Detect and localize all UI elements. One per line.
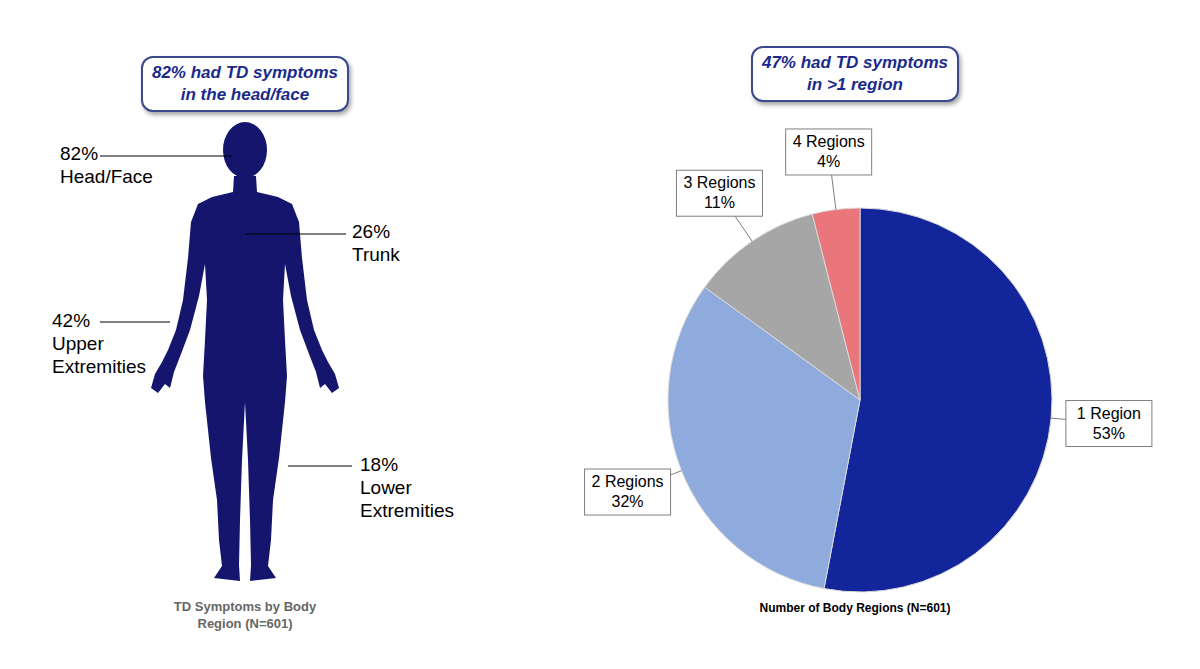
svg-text:32%: 32% [612, 493, 644, 510]
svg-text:4 Regions: 4 Regions [793, 133, 865, 150]
html-text:18%: 18% [360, 454, 398, 475]
svg-text:4%: 4% [817, 153, 840, 170]
html-text:Head/Face: Head/Face [60, 166, 153, 187]
svg-text:11%: 11% [704, 194, 735, 211]
html-text:42%: 42% [52, 310, 90, 331]
svg-text:1 Region: 1 Region [1077, 405, 1141, 422]
svg-text:53%: 53% [1093, 425, 1125, 442]
svg-text:3 Regions: 3 Regions [683, 174, 755, 191]
html-text:Lower Extremities: Lower Extremities [360, 477, 454, 521]
html-text:47% had TD symptoms in >1 regi: 47% had TD symptoms in >1 region [761, 53, 948, 94]
html-text:82%: 82% [60, 143, 98, 164]
html-text:TD Symptoms by Body Region (N=: TD Symptoms by Body Region (N=601) [173, 599, 317, 631]
html-text:26%: 26% [352, 221, 390, 242]
html-text:82% had TD symptoms in the hea: 82% had TD symptoms in the head/face [151, 63, 338, 104]
html-text:Trunk: Trunk [352, 244, 400, 265]
html-text:Upper Extremities: Upper Extremities [52, 333, 146, 377]
svg-text:2 Regions: 2 Regions [592, 473, 664, 490]
html-text:Number of Body Regions (N=601): Number of Body Regions (N=601) [759, 601, 951, 615]
